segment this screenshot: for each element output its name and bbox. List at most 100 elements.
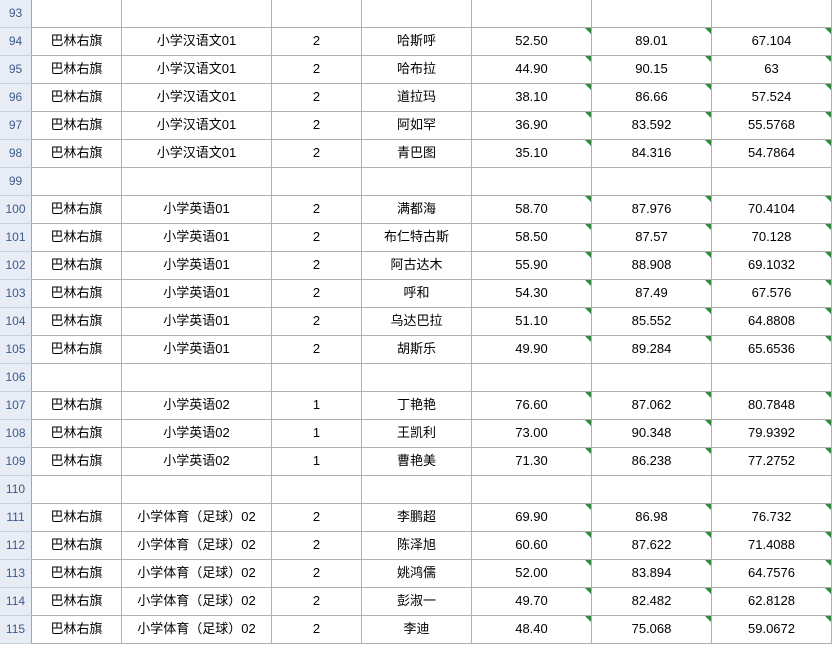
cell-score2[interactable]: 87.49 — [592, 280, 712, 308]
cell-score1[interactable]: 55.90 — [472, 252, 592, 280]
cell-score3[interactable]: 70.4104 — [712, 196, 832, 224]
cell-subject[interactable]: 小学英语02 — [122, 448, 272, 476]
cell-region[interactable]: 巴林右旗 — [32, 420, 122, 448]
row-header[interactable]: 101 — [0, 224, 32, 252]
cell-score3[interactable]: 67.576 — [712, 280, 832, 308]
cell-quota[interactable]: 2 — [272, 196, 362, 224]
cell-region[interactable]: 巴林右旗 — [32, 392, 122, 420]
cell-score2[interactable]: 84.316 — [592, 140, 712, 168]
cell-score3[interactable]: 64.8808 — [712, 308, 832, 336]
row-header[interactable]: 108 — [0, 420, 32, 448]
cell-quota[interactable]: 2 — [272, 224, 362, 252]
cell-region[interactable]: 巴林右旗 — [32, 280, 122, 308]
cell-subject[interactable]: 小学体育（足球）02 — [122, 560, 272, 588]
cell-region[interactable]: 巴林右旗 — [32, 308, 122, 336]
cell-quota[interactable]: 2 — [272, 532, 362, 560]
cell-score2[interactable]: 83.894 — [592, 560, 712, 588]
cell-score1[interactable]: 49.70 — [472, 588, 592, 616]
cell-score3[interactable]: 69.1032 — [712, 252, 832, 280]
cell-region[interactable]: 巴林右旗 — [32, 252, 122, 280]
cell-subject[interactable]: 小学体育（足球）02 — [122, 588, 272, 616]
cell-region[interactable]: 巴林右旗 — [32, 448, 122, 476]
cell-subject[interactable]: 小学汉语文01 — [122, 84, 272, 112]
cell-score3[interactable]: 71.4088 — [712, 532, 832, 560]
cell-region[interactable] — [32, 476, 122, 504]
cell-quota[interactable] — [272, 0, 362, 28]
cell-subject[interactable]: 小学汉语文01 — [122, 56, 272, 84]
cell-score1[interactable]: 36.90 — [472, 112, 592, 140]
cell-name[interactable] — [362, 476, 472, 504]
row-header[interactable]: 97 — [0, 112, 32, 140]
cell-quota[interactable]: 2 — [272, 84, 362, 112]
cell-score1[interactable]: 49.90 — [472, 336, 592, 364]
cell-quota[interactable]: 2 — [272, 112, 362, 140]
cell-score1[interactable]: 54.30 — [472, 280, 592, 308]
cell-score2[interactable]: 90.348 — [592, 420, 712, 448]
cell-subject[interactable] — [122, 0, 272, 28]
cell-name[interactable]: 陈泽旭 — [362, 532, 472, 560]
cell-subject[interactable]: 小学英语02 — [122, 420, 272, 448]
cell-quota[interactable]: 1 — [272, 448, 362, 476]
cell-score3[interactable]: 65.6536 — [712, 336, 832, 364]
cell-region[interactable]: 巴林右旗 — [32, 616, 122, 644]
row-header[interactable]: 109 — [0, 448, 32, 476]
cell-quota[interactable]: 2 — [272, 56, 362, 84]
cell-score3[interactable]: 62.8128 — [712, 588, 832, 616]
cell-subject[interactable]: 小学英语01 — [122, 252, 272, 280]
cell-score3[interactable]: 63 — [712, 56, 832, 84]
cell-name[interactable]: 满都海 — [362, 196, 472, 224]
row-header[interactable]: 114 — [0, 588, 32, 616]
cell-score1[interactable]: 60.60 — [472, 532, 592, 560]
cell-score3[interactable]: 79.9392 — [712, 420, 832, 448]
cell-score1[interactable]: 73.00 — [472, 420, 592, 448]
cell-name[interactable]: 阿古达木 — [362, 252, 472, 280]
cell-subject[interactable]: 小学英语01 — [122, 308, 272, 336]
cell-score1[interactable]: 58.50 — [472, 224, 592, 252]
cell-score2[interactable]: 88.908 — [592, 252, 712, 280]
cell-quota[interactable]: 2 — [272, 252, 362, 280]
cell-score1[interactable]: 35.10 — [472, 140, 592, 168]
cell-name[interactable]: 哈斯呼 — [362, 28, 472, 56]
cell-region[interactable]: 巴林右旗 — [32, 224, 122, 252]
cell-score1[interactable]: 48.40 — [472, 616, 592, 644]
cell-quota[interactable]: 2 — [272, 616, 362, 644]
cell-region[interactable]: 巴林右旗 — [32, 560, 122, 588]
row-header[interactable]: 112 — [0, 532, 32, 560]
row-header[interactable]: 111 — [0, 504, 32, 532]
cell-region[interactable] — [32, 0, 122, 28]
cell-name[interactable] — [362, 168, 472, 196]
cell-score3[interactable] — [712, 0, 832, 28]
cell-score3[interactable]: 55.5768 — [712, 112, 832, 140]
cell-region[interactable]: 巴林右旗 — [32, 504, 122, 532]
cell-quota[interactable]: 2 — [272, 280, 362, 308]
cell-name[interactable]: 丁艳艳 — [362, 392, 472, 420]
cell-name[interactable]: 道拉玛 — [362, 84, 472, 112]
cell-subject[interactable] — [122, 364, 272, 392]
cell-score2[interactable]: 75.068 — [592, 616, 712, 644]
row-header[interactable]: 99 — [0, 168, 32, 196]
cell-score3[interactable]: 70.128 — [712, 224, 832, 252]
cell-score1[interactable] — [472, 364, 592, 392]
cell-name[interactable]: 布仁特古斯 — [362, 224, 472, 252]
cell-score1[interactable]: 76.60 — [472, 392, 592, 420]
cell-subject[interactable] — [122, 476, 272, 504]
cell-region[interactable]: 巴林右旗 — [32, 532, 122, 560]
cell-score1[interactable]: 69.90 — [472, 504, 592, 532]
cell-region[interactable]: 巴林右旗 — [32, 588, 122, 616]
cell-score2[interactable] — [592, 0, 712, 28]
cell-region[interactable]: 巴林右旗 — [32, 196, 122, 224]
row-header[interactable]: 102 — [0, 252, 32, 280]
cell-subject[interactable]: 小学汉语文01 — [122, 112, 272, 140]
cell-name[interactable]: 哈布拉 — [362, 56, 472, 84]
cell-region[interactable]: 巴林右旗 — [32, 112, 122, 140]
row-header[interactable]: 110 — [0, 476, 32, 504]
cell-score1[interactable] — [472, 168, 592, 196]
cell-quota[interactable] — [272, 476, 362, 504]
cell-region[interactable] — [32, 364, 122, 392]
cell-name[interactable]: 呼和 — [362, 280, 472, 308]
cell-quota[interactable]: 2 — [272, 28, 362, 56]
cell-score1[interactable]: 44.90 — [472, 56, 592, 84]
row-header[interactable]: 103 — [0, 280, 32, 308]
cell-name[interactable]: 青巴图 — [362, 140, 472, 168]
cell-score2[interactable]: 85.552 — [592, 308, 712, 336]
